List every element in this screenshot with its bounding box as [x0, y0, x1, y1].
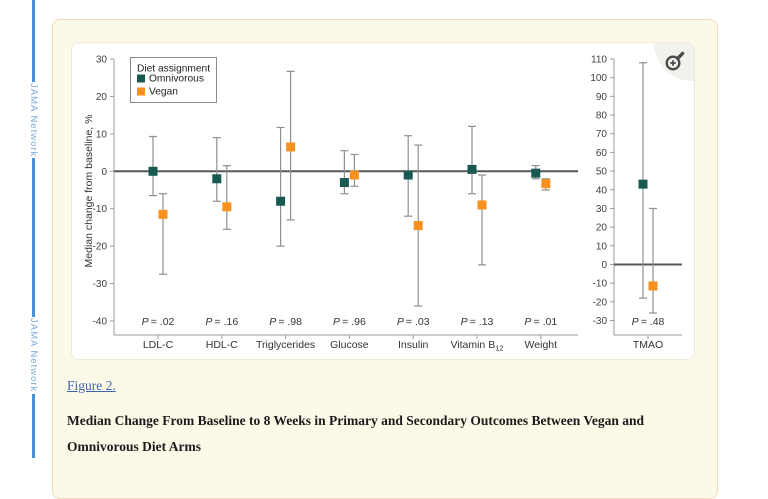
data-point-omnivorous [212, 174, 222, 184]
figure-card: 30 20 10 0 -10 -20 -30 -40 P = .02 LDL-C P = .16 HD… [71, 42, 695, 360]
y-tick-label: 0 [601, 260, 607, 271]
category-label: Insulin [398, 339, 429, 351]
p-value-label: P = .48 [632, 316, 665, 328]
y-axis-title: Median change from baseline, % [83, 115, 95, 268]
jama-network-watermark: JAMA Network JAMA Network [22, 0, 44, 458]
p-value-label: P = .01 [524, 316, 557, 328]
p-value-label: P = .16 [205, 316, 238, 328]
y-tick-label: -10 [593, 279, 608, 290]
data-point-vegan [541, 179, 551, 189]
category-label: Triglycerides [256, 339, 315, 351]
data-point-vegan [349, 170, 359, 180]
p-value-label: P = .96 [333, 316, 366, 328]
magnifier-plus-icon [665, 51, 685, 71]
legend-label: Omnivorous [149, 74, 204, 85]
data-point-omnivorous [148, 166, 158, 176]
data-point-omnivorous [403, 170, 413, 180]
data-point-vegan [477, 200, 487, 210]
data-point-vegan [286, 142, 296, 152]
p-value-label: P = .02 [142, 316, 175, 328]
watermark-line [31, 0, 35, 82]
category-label: TMAO [633, 339, 663, 351]
data-point-omnivorous [276, 196, 286, 206]
y-tick-label: -30 [593, 316, 608, 327]
jama-network-watermark-label: JAMA Network [27, 318, 39, 393]
y-tick-label: 60 [596, 148, 608, 159]
category-label: Glucose [330, 339, 369, 351]
y-tick-label: 20 [596, 223, 608, 234]
data-point-omnivorous [531, 168, 541, 178]
y-tick-label: 70 [596, 129, 608, 140]
y-tick-label: 100 [590, 73, 607, 84]
article-figure-panel: 30 20 10 0 -10 -20 -30 -40 P = .02 LDL-C P = .16 HD… [52, 19, 718, 499]
watermark-line [31, 393, 35, 458]
data-point-omnivorous [339, 178, 349, 188]
y-tick-label: 20 [96, 92, 108, 103]
data-point-vegan [648, 281, 658, 291]
category-label: HDL-C [206, 339, 239, 351]
p-value-label: P = .13 [461, 316, 494, 328]
data-point-omnivorous [638, 179, 648, 189]
data-point-omnivorous [467, 164, 477, 174]
y-tick-label: 30 [596, 204, 608, 215]
data-point-vegan [158, 209, 168, 219]
y-tick-label: 30 [96, 55, 108, 66]
y-tick-label: 10 [596, 241, 608, 252]
data-point-vegan [222, 202, 232, 212]
p-value-label: P = .98 [269, 316, 302, 328]
legend-swatch-vegan [137, 87, 145, 96]
figure-link[interactable]: Figure 2. [67, 378, 116, 393]
y-tick-label: -30 [93, 279, 108, 290]
figure-caption: Median Change From Baseline to 8 Weeks i… [67, 413, 645, 454]
legend-label: Vegan [149, 87, 178, 98]
legend-swatch-omnivorous [137, 74, 145, 83]
legend-title: Diet assignment [137, 64, 210, 75]
y-tick-label: 110 [591, 55, 607, 66]
y-tick-label: -20 [593, 297, 608, 308]
data-point-vegan [413, 221, 423, 231]
y-tick-label: 40 [596, 185, 608, 196]
y-tick-label: 0 [101, 167, 107, 178]
y-tick-label: 10 [96, 129, 108, 140]
y-tick-label: -10 [93, 204, 108, 215]
p-value-label: P = .03 [397, 316, 430, 328]
y-tick-label: 50 [596, 167, 608, 178]
y-tick-label: 80 [596, 111, 608, 122]
watermark-line [31, 158, 35, 318]
y-tick-label: -20 [93, 242, 108, 253]
category-label: Vitamin B12 [450, 339, 503, 353]
y-tick-label: 90 [596, 92, 608, 103]
category-label: Weight [525, 339, 558, 351]
y-tick-label: -40 [93, 317, 108, 328]
category-label: LDL-C [143, 339, 174, 351]
outcomes-forest-chart: 30 20 10 0 -10 -20 -30 -40 P = .02 LDL-C P = .16 HD… [72, 43, 694, 359]
jama-network-watermark-label: JAMA Network [27, 83, 39, 158]
